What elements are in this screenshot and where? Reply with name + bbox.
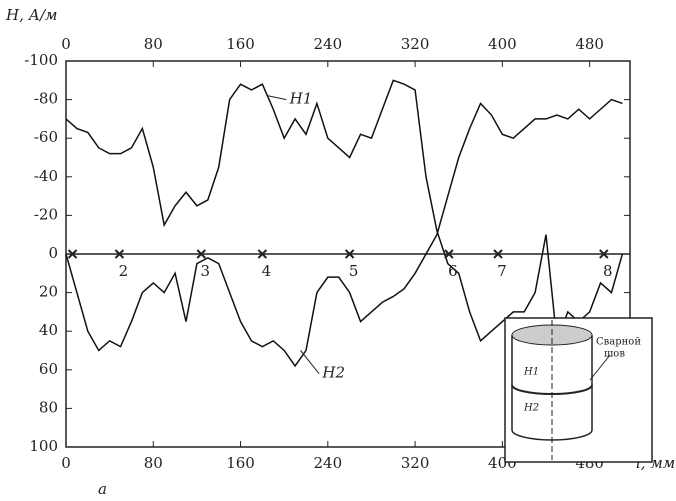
weld-label: Сварной <box>596 337 641 348</box>
y-axis-label: H, А/м <box>5 6 57 24</box>
y-tick-label: -20 <box>34 205 58 223</box>
marker-label: 7 <box>497 262 507 280</box>
inset-h1: H1 <box>523 367 539 378</box>
marker-label: 5 <box>349 262 359 280</box>
x-tick-label-top: 400 <box>488 35 517 53</box>
y-tick-label: 60 <box>39 360 58 378</box>
series-pointer <box>301 351 320 374</box>
x-tick-label: 0 <box>61 454 71 472</box>
y-tick-label: 0 <box>48 244 58 262</box>
x-tick-label-top: 80 <box>144 35 163 53</box>
x-tick-label-top: 320 <box>401 35 430 53</box>
y-tick-label: -100 <box>24 51 58 69</box>
x-tick-label-top: 160 <box>226 35 255 53</box>
y-tick-label: -60 <box>34 128 58 146</box>
x-tick-label: 80 <box>144 454 163 472</box>
series-label: H1 <box>289 90 313 108</box>
marker-label: 8 <box>603 262 613 280</box>
inset-diagram: Сварной шов H1 H2 <box>505 318 652 462</box>
weld-label: шов <box>604 349 625 360</box>
caption: а <box>98 480 107 498</box>
x-tick-label-top: 480 <box>575 35 604 53</box>
marker-label: 2 <box>119 262 129 280</box>
marker-label: 3 <box>200 262 210 280</box>
series-pointer <box>268 96 287 100</box>
y-tick-label: 80 <box>39 398 58 416</box>
marker-label: 6 <box>448 262 458 280</box>
y-tick-label: -40 <box>34 167 58 185</box>
series-label: H2 <box>321 364 345 382</box>
y-tick-label: 100 <box>29 437 58 455</box>
x-tick-label: 160 <box>226 454 255 472</box>
inset-h2: H2 <box>523 403 539 414</box>
y-tick-label: -80 <box>34 90 58 108</box>
x-tick-label-top: 0 <box>61 35 71 53</box>
x-tick-label: 240 <box>313 454 342 472</box>
y-tick-label: 20 <box>39 283 58 301</box>
x-tick-label-top: 240 <box>313 35 342 53</box>
x-tick-label: 320 <box>401 454 430 472</box>
chart: H, А/м l, мм а -100-80-60-40-20020406080… <box>0 0 676 501</box>
y-tick-label: 40 <box>39 321 58 339</box>
marker-label: 4 <box>262 262 272 280</box>
